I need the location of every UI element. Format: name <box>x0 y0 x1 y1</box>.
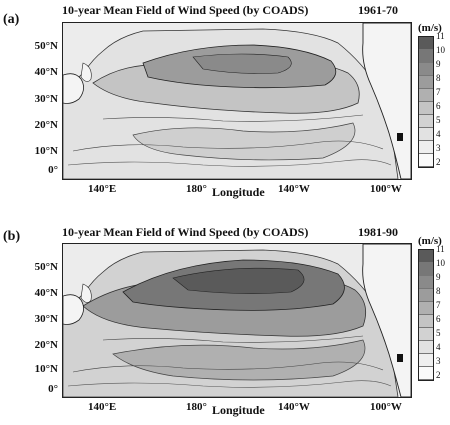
map-title: 10-year Mean Field of Wind Speed (by COA… <box>62 225 309 239</box>
colorbar-cell <box>419 102 433 115</box>
colorbar-label: 4 <box>436 342 441 352</box>
colorbar-label: 3 <box>436 143 441 153</box>
lat-tick: 40°N <box>34 287 58 299</box>
lon-tick: 140°E <box>88 401 117 413</box>
panel-a: (a) 10-year Mean Field of Wind Speed (by… <box>0 0 450 212</box>
x-axis-title: Longitude <box>212 403 265 417</box>
lat-tick: 10°N <box>34 145 58 157</box>
colorbar-cell <box>419 328 433 341</box>
colorbar-label: 9 <box>436 59 441 69</box>
colorbar-label: 11 <box>436 244 445 254</box>
colorbar-cell <box>419 250 433 263</box>
colorbar <box>418 36 434 168</box>
lat-tick: 40°N <box>34 66 58 78</box>
colorbar-cell <box>419 341 433 354</box>
colorbar-cell <box>419 50 433 63</box>
colorbar-label: 11 <box>436 31 445 41</box>
colorbar-label: 6 <box>436 101 441 111</box>
lat-tick: 20°N <box>34 339 58 351</box>
unit-label: (m/s) <box>418 22 442 34</box>
colorbar <box>418 249 434 381</box>
colorbar-cell <box>419 302 433 315</box>
colorbar-cell <box>419 141 433 154</box>
lat-tick: 50°N <box>34 261 58 273</box>
colorbar-label: 8 <box>436 73 441 83</box>
panel-label: (b) <box>3 229 21 244</box>
colorbar-cell <box>419 63 433 76</box>
colorbar-cell <box>419 354 433 367</box>
map-title: 10-year Mean Field of Wind Speed (by COA… <box>62 3 309 17</box>
colorbar-cell <box>419 37 433 50</box>
colorbar-cell <box>419 115 433 128</box>
colorbar-cell <box>419 154 433 167</box>
colorbar-label: 8 <box>436 286 441 296</box>
colorbar-cell <box>419 315 433 328</box>
colorbar-cell <box>419 76 433 89</box>
lon-tick: 140°E <box>88 183 117 195</box>
lon-tick: 140°W <box>278 183 310 195</box>
period-label: 1981-90 <box>358 225 398 239</box>
colorbar-label: 5 <box>436 115 441 125</box>
panel-label: (a) <box>3 12 20 27</box>
lat-tick: 30°N <box>34 313 58 325</box>
lat-tick: 0° <box>48 383 58 395</box>
colorbar-label: 5 <box>436 328 441 338</box>
colorbar-cell <box>419 263 433 276</box>
colorbar-label: 6 <box>436 314 441 324</box>
lat-tick: 50°N <box>34 40 58 52</box>
colorbar-label: 9 <box>436 272 441 282</box>
lon-tick: 180° <box>186 401 207 413</box>
colorbar-cell <box>419 367 433 380</box>
period-label: 1961-70 <box>358 3 398 17</box>
colorbar-label: 10 <box>436 258 445 268</box>
panel-b: (b) 10-year Mean Field of Wind Speed (by… <box>0 213 450 425</box>
unit-label: (m/s) <box>418 235 442 247</box>
colorbar-label: 4 <box>436 129 441 139</box>
wind-speed-map <box>62 243 412 398</box>
colorbar-label: 2 <box>436 157 441 167</box>
wind-speed-map <box>62 22 412 180</box>
colorbar-label: 10 <box>436 45 445 55</box>
colorbar-cell <box>419 276 433 289</box>
colorbar-label: 7 <box>436 300 441 310</box>
lon-tick: 180° <box>186 183 207 195</box>
colorbar-label: 3 <box>436 356 441 366</box>
colorbar-cell <box>419 89 433 102</box>
lon-tick: 100°W <box>370 401 402 413</box>
colorbar-cell <box>419 289 433 302</box>
lon-tick: 140°W <box>278 401 310 413</box>
lon-tick: 100°W <box>370 183 402 195</box>
lat-tick: 10°N <box>34 363 58 375</box>
lat-tick: 20°N <box>34 119 58 131</box>
colorbar-label: 7 <box>436 87 441 97</box>
lat-tick: 0° <box>48 164 58 176</box>
colorbar-label: 2 <box>436 370 441 380</box>
colorbar-cell <box>419 128 433 141</box>
x-axis-title: Longitude <box>212 185 265 199</box>
lat-tick: 30°N <box>34 93 58 105</box>
